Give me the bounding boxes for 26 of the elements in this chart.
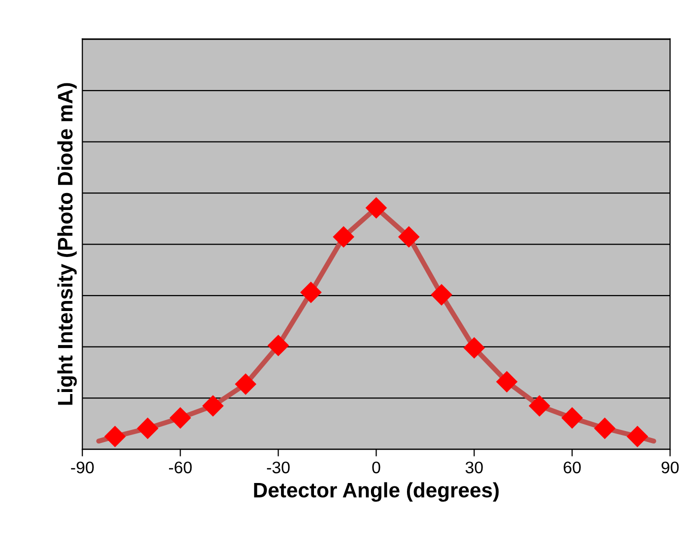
y-axis-title: Light Intensity (Photo Diode mA): [57, 83, 77, 405]
point: [268, 334, 290, 356]
x-tick-label: 60: [564, 462, 581, 474]
x-tick-label: -90: [71, 462, 94, 474]
point: [170, 407, 192, 429]
x-axis-title: Detector Angle (degrees): [254, 482, 499, 502]
point: [332, 226, 354, 248]
point: [561, 407, 583, 429]
x-tick-label: 90: [662, 462, 679, 474]
point: [136, 418, 158, 440]
point: [430, 284, 452, 306]
point: [234, 373, 256, 395]
x-tick-label: 30: [466, 462, 483, 474]
point: [398, 226, 420, 248]
x-tick-label: -30: [266, 462, 290, 474]
point: [594, 418, 616, 440]
point: [104, 426, 126, 448]
x-tick-label: 0: [372, 462, 380, 474]
point: [300, 282, 322, 304]
point: [496, 370, 518, 392]
point: [626, 426, 648, 448]
point: [528, 395, 550, 417]
x-tick-label: -60: [169, 462, 192, 474]
point: [463, 337, 485, 359]
point: [365, 197, 387, 219]
point: [202, 395, 224, 417]
